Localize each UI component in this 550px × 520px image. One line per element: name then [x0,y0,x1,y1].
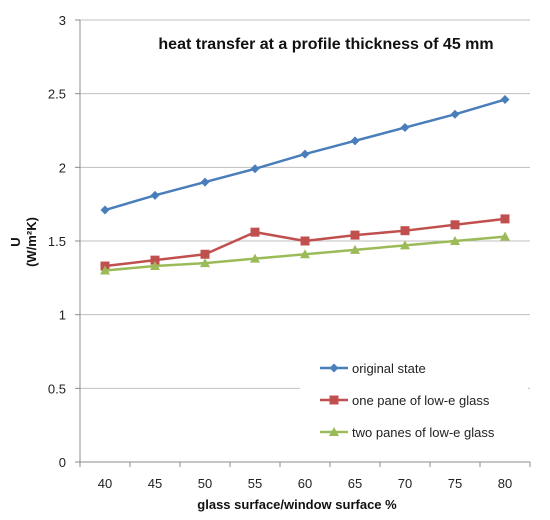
legend-swatch-marker [329,427,339,436]
legend-item: two panes of low-e glass [320,425,495,440]
legend-item: original state [320,361,426,376]
x-axis-label: glass surface/window surface % [197,497,397,512]
y-tick-label: 2.5 [48,87,66,102]
legend: original state one pane of low-e glass two… [300,345,528,445]
series-layer [100,95,510,275]
legend-label: two panes of low-e glass [352,425,495,440]
y-tick-label: 2 [59,160,66,175]
data-point [300,149,310,159]
y-tick-label: 0 [59,455,66,470]
data-point [350,136,360,146]
data-point [350,230,360,240]
x-tick-label: 75 [448,476,462,491]
data-point [400,240,410,250]
y-axis-label-line2: (W/m²K) [24,217,39,267]
legend-item: one pane of low-e glass [320,393,490,408]
data-point [200,258,210,268]
legend-label: original state [352,361,426,376]
legend-box [300,345,528,445]
data-point [250,227,260,237]
y-axis-label-line1: U [8,237,23,246]
legend-swatch-marker [329,395,339,405]
legend-swatch-marker [329,363,339,373]
axes [75,19,531,467]
data-point [200,177,210,187]
data-point [500,95,510,105]
data-point [400,123,410,133]
data-point [500,214,510,224]
x-tick-label: 65 [348,476,362,491]
data-point [450,236,460,245]
data-point [500,231,510,241]
data-point [250,164,260,174]
data-point [200,249,210,259]
chart-title: heat transfer at a profile thickness of … [158,36,493,53]
series-1 [100,95,510,215]
data-point [150,261,160,271]
x-tick-label: 60 [298,476,312,491]
legend-label: one pane of low-e glass [352,393,490,408]
x-tick-label: 55 [248,476,262,491]
x-tick-label: 70 [398,476,412,491]
data-point [100,205,110,215]
data-point [250,253,260,263]
data-point [150,255,160,265]
y-tick-label: 0.5 [48,381,66,396]
data-point [350,244,360,254]
y-tick-label: 3 [59,13,66,28]
y-tick-label: 1 [59,308,66,323]
x-tick-label: 80 [498,476,512,491]
y-axis-label: U (W/m²K) [8,217,39,267]
data-point [150,190,160,200]
data-point [300,236,310,246]
x-tick-label: 40 [98,476,112,491]
y-tick-label: 1.5 [48,234,66,249]
x-tick-label: 50 [198,476,212,491]
tick-labels: 0 0.5 1 1.5 2 2.5 3 40 45 50 55 60 65 70 75 80 [48,13,512,491]
x-tick-label: 45 [148,476,162,491]
data-point [100,265,110,275]
data-point [400,226,410,236]
data-point [300,249,310,259]
data-point [450,109,460,119]
series-3 [100,231,510,275]
data-point [450,220,460,230]
